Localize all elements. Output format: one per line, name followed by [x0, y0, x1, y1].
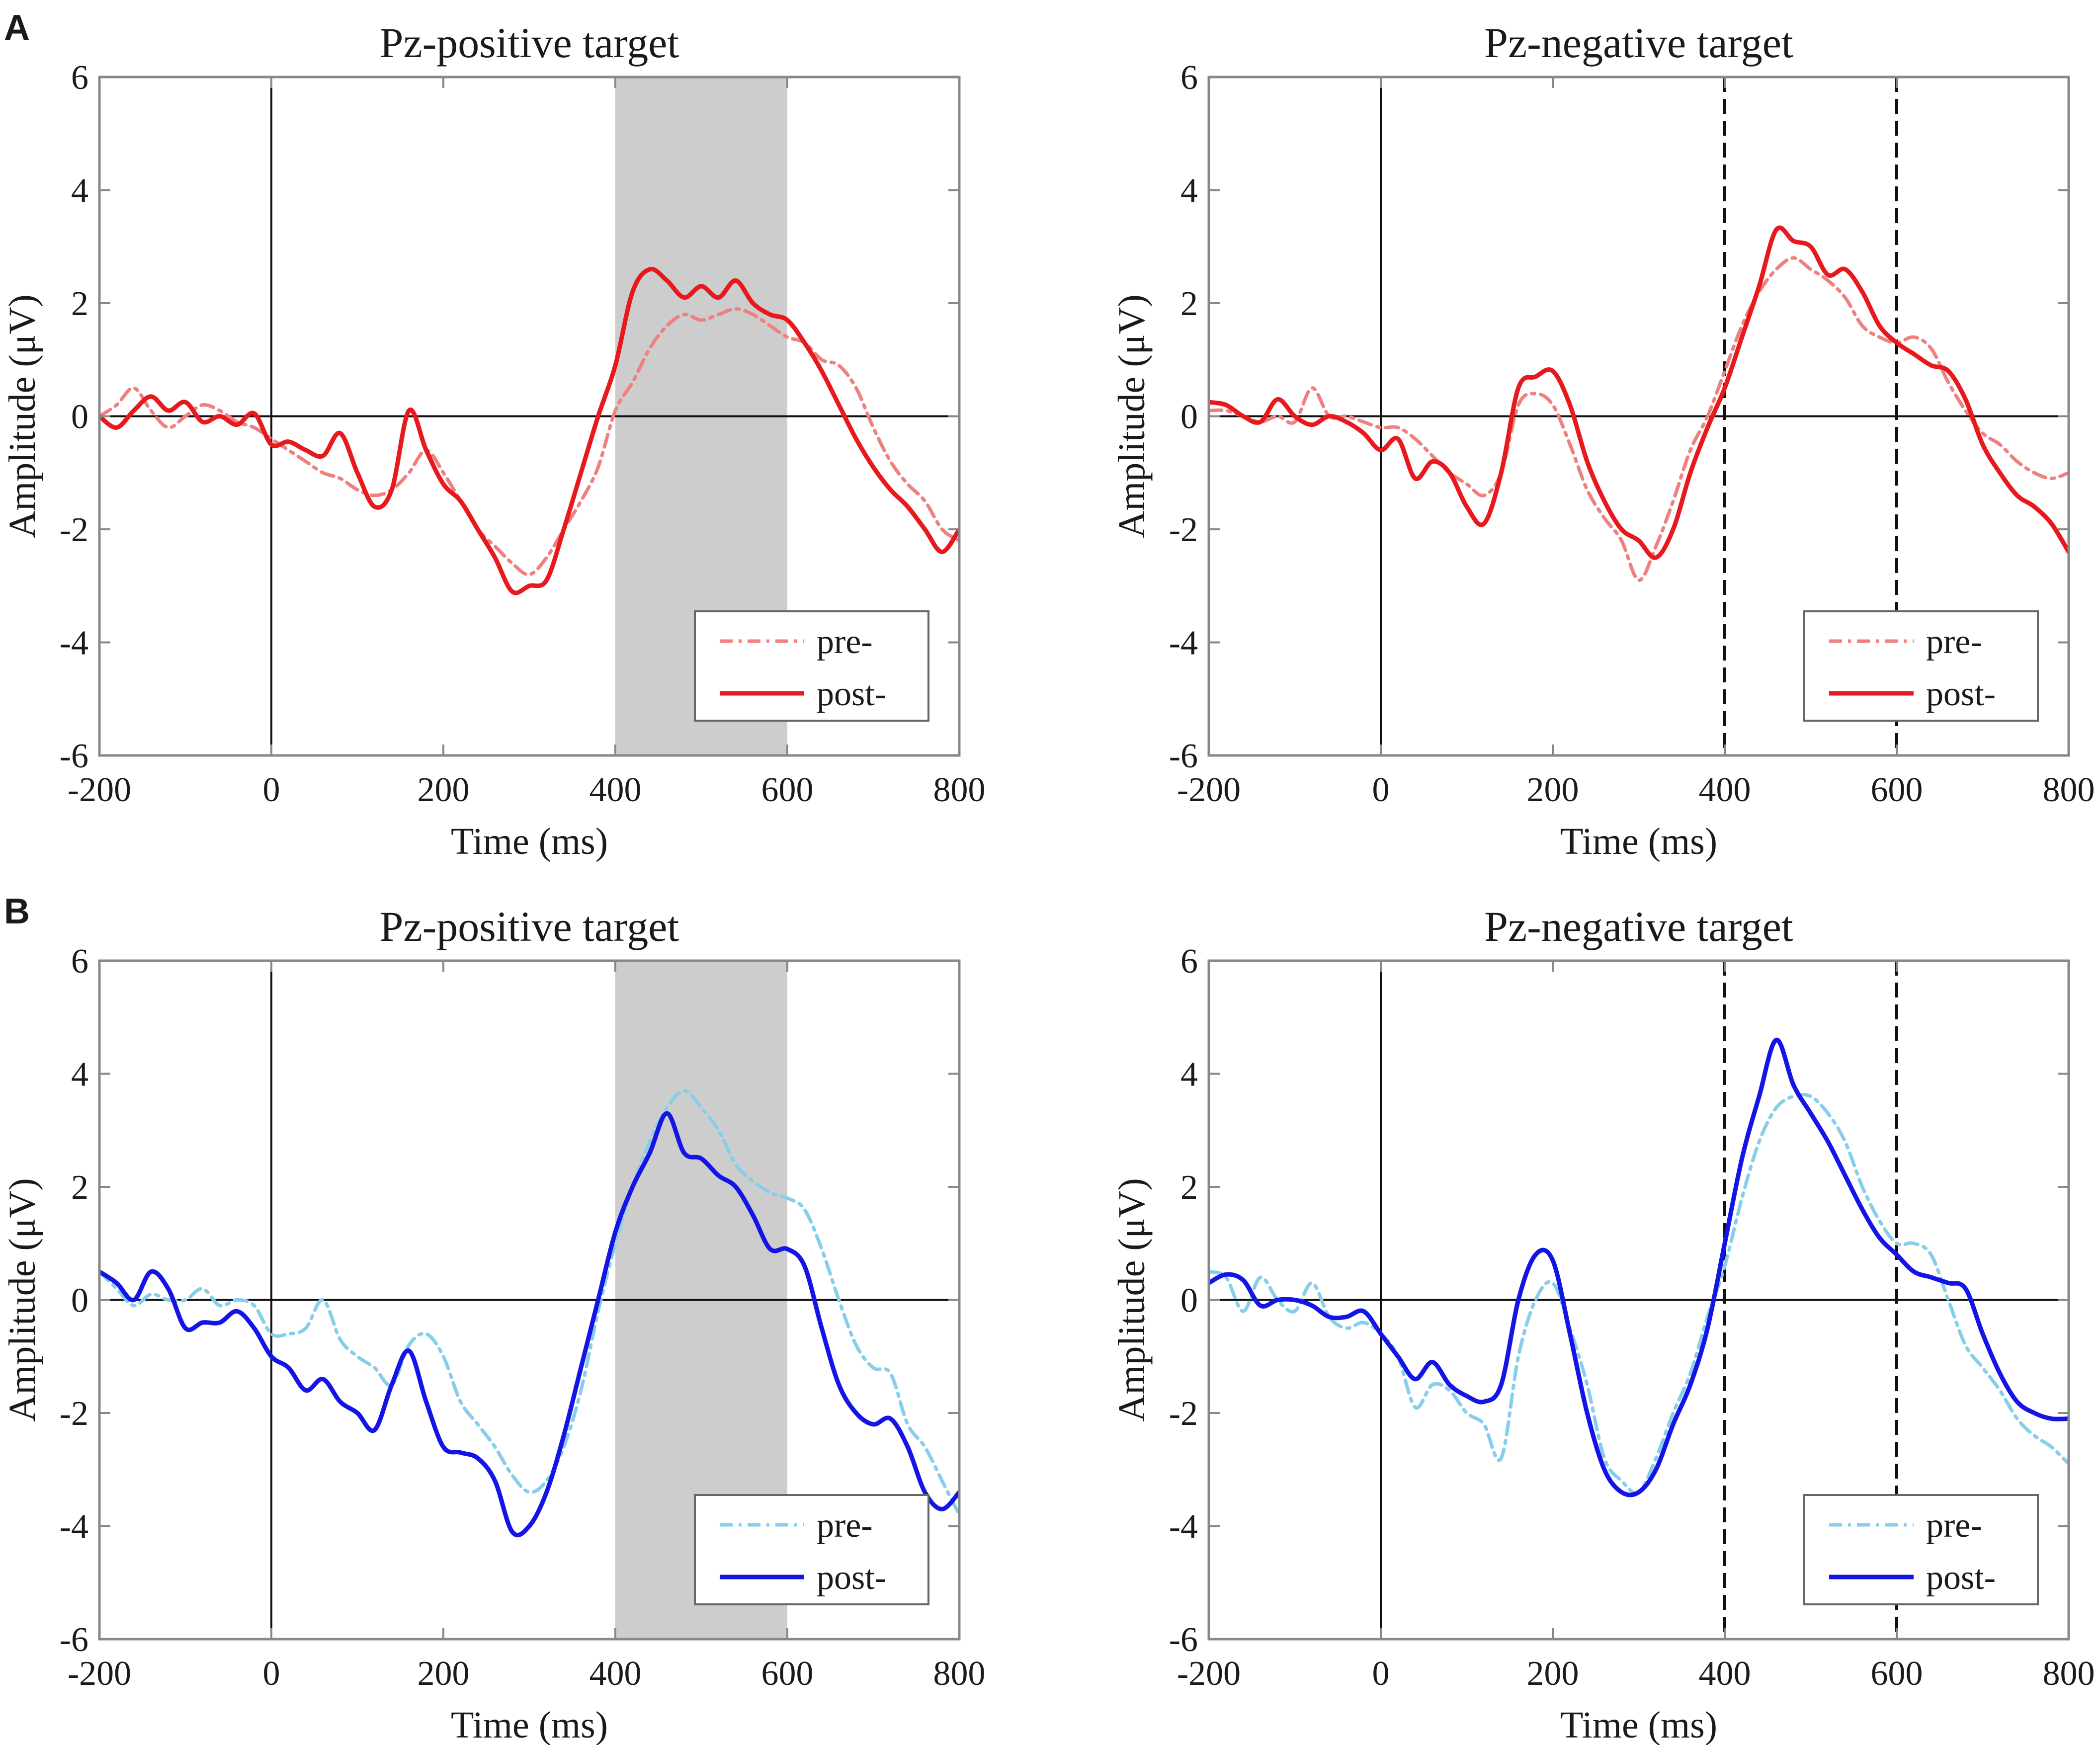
series-line-pre [99, 307, 959, 577]
legend-label-post: post- [817, 1559, 886, 1597]
y-tick-label: 2 [1180, 285, 1198, 323]
y-tick-label: 2 [71, 285, 88, 323]
panel-label-a: A [4, 8, 30, 48]
legend-label-post: post- [1926, 675, 1996, 713]
x-tick-label: 200 [418, 1655, 470, 1693]
y-tick-label: 4 [71, 172, 88, 210]
x-tick-label: 600 [761, 1655, 814, 1693]
series-line-pre [1209, 256, 2069, 582]
series-line-post [99, 266, 959, 595]
x-tick-label: -200 [1177, 1655, 1241, 1693]
x-tick-label: 0 [1372, 1655, 1390, 1693]
x-tick-label: 400 [589, 771, 642, 809]
legend-label-pre: pre- [817, 623, 873, 661]
y-tick-label: 4 [1180, 1056, 1198, 1094]
y-tick-label: 2 [71, 1168, 88, 1207]
x-tick-label: 0 [263, 1655, 280, 1693]
x-tick-label: 200 [1527, 771, 1579, 809]
y-tick-label: -2 [1169, 1395, 1198, 1433]
chart-title: Pz-negative target [1484, 903, 1793, 950]
x-tick-label: 600 [1871, 1655, 1923, 1693]
y-axis-label: Amplitude (μV) [1, 294, 43, 538]
chart-3: -200 0 200 400 600 800 -6 -4 -2 0 2 4 6 Pz-positive t… [1, 903, 986, 1745]
y-tick-label: -4 [1169, 1508, 1198, 1546]
legend-label-pre: pre- [817, 1506, 873, 1545]
y-tick-label: 0 [71, 398, 88, 436]
x-axis-label: Time (ms) [1560, 1704, 1717, 1745]
legend-box [694, 1494, 929, 1605]
y-tick-label: 4 [71, 1056, 88, 1094]
y-tick-label: 6 [71, 942, 88, 981]
x-tick-label: 400 [589, 1655, 642, 1693]
chart-4: -200 0 200 400 600 800 -6 -4 -2 0 2 4 6 Pz-negative t… [1111, 903, 2095, 1745]
chart-title: Pz-negative target [1484, 19, 1793, 67]
legend: pre-post- [694, 1494, 929, 1605]
x-tick-label: 400 [1699, 1655, 1751, 1693]
x-tick-label: -200 [68, 771, 131, 809]
x-tick-label: 800 [933, 771, 986, 809]
x-tick-label: 800 [933, 1655, 986, 1693]
y-tick-label: 2 [1180, 1168, 1198, 1207]
chart-title: Pz-positive target [380, 903, 679, 950]
y-tick-label: -2 [60, 511, 88, 549]
legend-label-pre: pre- [1926, 623, 1982, 661]
legend-label-pre: pre- [1926, 1506, 1982, 1545]
series-line-pre [99, 1089, 959, 1517]
y-tick-label: 0 [1180, 398, 1198, 436]
y-tick-label: -4 [60, 1508, 88, 1546]
x-tick-label: -200 [68, 1655, 131, 1693]
legend-box [1803, 1494, 2039, 1605]
y-tick-label: 0 [1180, 1282, 1198, 1320]
y-axis-label: Amplitude (μV) [1, 1178, 43, 1421]
y-tick-label: -2 [1169, 511, 1198, 549]
y-tick-label: 4 [1180, 172, 1198, 210]
legend: pre-post- [1803, 610, 2039, 722]
series-line-post [1209, 225, 2069, 560]
y-tick-label: -6 [1169, 737, 1198, 775]
x-tick-label: 200 [1527, 1655, 1579, 1693]
y-axis-label: Amplitude (μV) [1111, 294, 1153, 538]
x-axis-label: Time (ms) [451, 821, 608, 862]
x-axis-label: Time (ms) [1560, 821, 1717, 862]
chart-title: Pz-positive target [380, 19, 679, 67]
y-tick-label: 6 [71, 59, 88, 97]
legend-box [694, 610, 929, 722]
legend-label-post: post- [1926, 1559, 1996, 1597]
legend: pre-post- [694, 610, 929, 722]
legend-box [1803, 610, 2039, 722]
chart-1: -200 0 200 400 600 800 -6 -4 -2 0 2 4 6 Pz-positive t… [1, 19, 986, 862]
x-tick-label: 600 [1871, 771, 1923, 809]
x-axis-label: Time (ms) [451, 1704, 608, 1745]
x-tick-label: 0 [1372, 771, 1390, 809]
x-tick-label: 800 [2043, 1655, 2095, 1693]
y-tick-label: 6 [1180, 59, 1198, 97]
y-tick-label: -6 [60, 737, 88, 775]
x-tick-label: 0 [263, 771, 280, 809]
y-tick-label: -4 [1169, 624, 1198, 663]
chart-2: -200 0 200 400 600 800 -6 -4 -2 0 2 4 6 Pz-negative t… [1111, 19, 2095, 862]
x-tick-label: 800 [2043, 771, 2095, 809]
x-tick-label: 200 [418, 771, 470, 809]
y-tick-label: -6 [60, 1621, 88, 1659]
panel-label-b: B [4, 892, 30, 931]
y-tick-label: -4 [60, 624, 88, 663]
legend: pre-post- [1803, 1494, 2039, 1605]
x-tick-label: 400 [1699, 771, 1751, 809]
legend-label-post: post- [817, 675, 886, 713]
y-tick-label: 6 [1180, 942, 1198, 981]
y-tick-label: -6 [1169, 1621, 1198, 1659]
series-line-post [1209, 1037, 2069, 1497]
x-tick-label: -200 [1177, 771, 1241, 809]
y-axis-label: Amplitude (μV) [1111, 1178, 1153, 1421]
x-tick-label: 600 [761, 771, 814, 809]
series-line-post [99, 1111, 959, 1537]
series-line-pre [1209, 1092, 2069, 1495]
y-tick-label: -2 [60, 1395, 88, 1433]
y-tick-label: 0 [71, 1282, 88, 1320]
